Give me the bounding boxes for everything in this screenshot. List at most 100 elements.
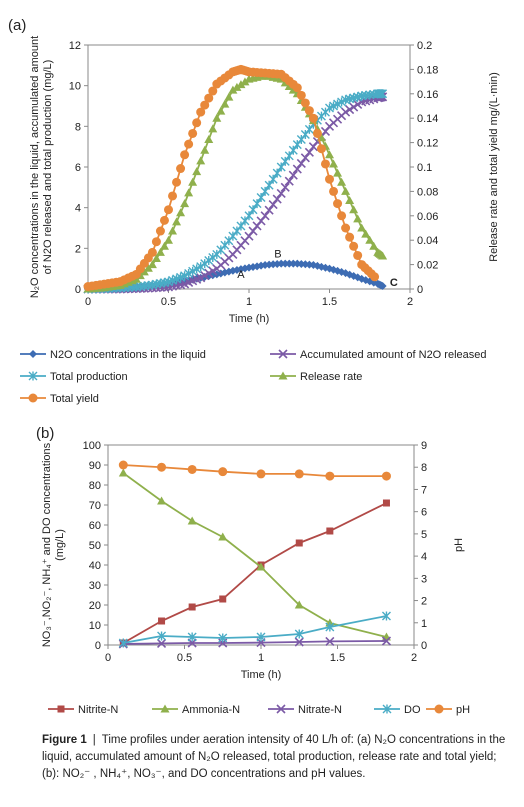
- panel-a-data-point: [341, 186, 351, 195]
- panel-a-legend-label: Accumulated amount of N2O released: [300, 349, 487, 361]
- panel-a-data-point: [329, 186, 339, 196]
- panel-b-data-point: [325, 471, 335, 481]
- panel-a-x-tick-label: 0: [85, 296, 91, 308]
- panel-a-data-point: [292, 164, 302, 174]
- panel-b-data-point: [157, 496, 167, 505]
- panel-b-data-point: [381, 636, 392, 646]
- panel-a-y-right-tick-label: 0.18: [417, 64, 438, 76]
- panel-b-data-point: [294, 637, 304, 647]
- panel-a-data-point: [296, 135, 306, 145]
- panel-a-data-point: [228, 85, 238, 94]
- panel-a-data-point: [345, 104, 355, 115]
- caption-separator: |: [92, 734, 96, 746]
- panel-a-data-point: [248, 205, 258, 215]
- panel-a-x-tick-label: 1.5: [322, 296, 337, 308]
- panel-a-data-point: [320, 159, 330, 169]
- panel-a-data-point: [164, 205, 173, 215]
- panel-a-legend-label: Total production: [50, 371, 128, 383]
- panel-a-data-point: [192, 167, 202, 176]
- panel-a-data-point: [151, 254, 161, 262]
- panel-a-data-point: [325, 150, 334, 159]
- panel-a-data-point: [288, 170, 298, 180]
- panel-b-x-tick-label: 0.5: [177, 652, 192, 664]
- panel-a-y-right-tick-label: 0.04: [417, 235, 438, 247]
- panel-a-data-point: [349, 102, 359, 112]
- panel-a-data-point: [216, 106, 226, 115]
- panel-a-legend-marker: [28, 393, 38, 403]
- panel-b-legend-label: Nitrite-N: [78, 704, 118, 716]
- panel-a-data-point: [272, 194, 282, 204]
- panel-b-y-left-tick-label: 70: [89, 500, 101, 512]
- caption-label: Figure 1: [42, 734, 87, 746]
- panel-a-data-point: [376, 89, 386, 99]
- panel-a-y-left-tick-label: 12: [69, 40, 81, 52]
- panel-b-data-point: [381, 471, 391, 481]
- panel-a-data-point: [260, 186, 270, 196]
- panel-a-data-point: [212, 113, 222, 122]
- panel-b-y-left-tick-label: 100: [83, 440, 101, 452]
- panel-a-data-point: [176, 164, 186, 174]
- panel-b-series-line: [122, 472, 387, 638]
- panel-a-legend-marker: [278, 349, 288, 359]
- panel-a-data-point: [365, 235, 375, 244]
- panel-a-label: (a): [8, 17, 26, 34]
- panel-a-legend-marker: [278, 371, 288, 380]
- panel-a-data-point: [147, 260, 157, 269]
- panel-a-data-point: [345, 232, 355, 242]
- panel-b-y-left-axis-label: (mg/L): [54, 529, 66, 561]
- panel-a-y-left-tick-label: 4: [75, 203, 81, 215]
- panel-a-data-point: [341, 107, 351, 117]
- panel-a-data-point: [155, 226, 165, 236]
- panel-a-data-point: [337, 211, 347, 221]
- panel-a-data-point: [296, 158, 306, 169]
- panel-a-data-point: [204, 135, 214, 144]
- panel-a-data-point: [180, 199, 190, 208]
- panel-a-y-left-tick-label: 0: [75, 284, 81, 296]
- panel-b-y-left-tick-label: 0: [95, 640, 101, 652]
- panel-a-data-point: [292, 83, 302, 93]
- panel-a-annotation: B: [274, 248, 281, 260]
- panel-a-data-point: [316, 144, 326, 154]
- panel-a-data-point: [349, 241, 359, 251]
- panel-b-legend-marker: [276, 704, 286, 714]
- panel-a-data-point: [304, 106, 314, 116]
- panel-a-data-point: [176, 208, 186, 217]
- panel-a-data-point: [264, 205, 274, 215]
- panel-a-data-point: [168, 191, 178, 201]
- panel-a-x-axis-label: Time (h): [229, 313, 270, 325]
- panel-a-y-right-tick-label: 0: [417, 284, 423, 296]
- panel-a-data-point: [300, 153, 310, 163]
- panel-a-data-point: [151, 237, 161, 247]
- panel-b-data-point: [187, 632, 197, 642]
- panel-a-data-point: [272, 168, 282, 178]
- panel-a-y-left-tick-label: 8: [75, 121, 81, 133]
- panel-b-x-tick-label: 1.5: [330, 652, 345, 664]
- panel-a-data-point: [208, 124, 218, 133]
- panel-a-data-point: [228, 231, 238, 241]
- panel-b-data-point: [187, 516, 197, 525]
- panel-b-y-right-tick-label: 6: [421, 507, 427, 519]
- panel-a-data-point: [224, 92, 234, 101]
- panel-b-legend-label: Ammonia-N: [182, 704, 240, 716]
- panel-a-data-point: [277, 259, 286, 268]
- panel-a-data-point: [378, 89, 388, 99]
- panel-a-data-point: [256, 193, 266, 202]
- panel-a-data-point: [196, 156, 206, 165]
- panel-a-data-point: [329, 159, 339, 168]
- panel-b-data-point: [295, 539, 303, 547]
- panel-a-data-point: [349, 205, 359, 214]
- panel-b-y-left-tick-label: 10: [89, 620, 101, 632]
- panel-a-y-left-tick-label: 10: [69, 81, 81, 93]
- panel-a-data-point: [353, 99, 363, 110]
- panel-b-data-point: [294, 629, 304, 639]
- panel-a-y-left-tick-label: 2: [75, 243, 81, 255]
- panel-a-y-right-tick-label: 0.2: [417, 40, 432, 52]
- panel-a-y-right-tick-label: 0.06: [417, 211, 438, 223]
- panel-a-legend-marker: [29, 350, 37, 358]
- panel-b-y-left-tick-label: 30: [89, 580, 101, 592]
- panel-b-data-point: [325, 622, 335, 632]
- panel-a-data-point: [172, 177, 182, 187]
- panel-a-data-point: [304, 147, 314, 157]
- panel-b-y-right-tick-label: 1: [421, 618, 427, 630]
